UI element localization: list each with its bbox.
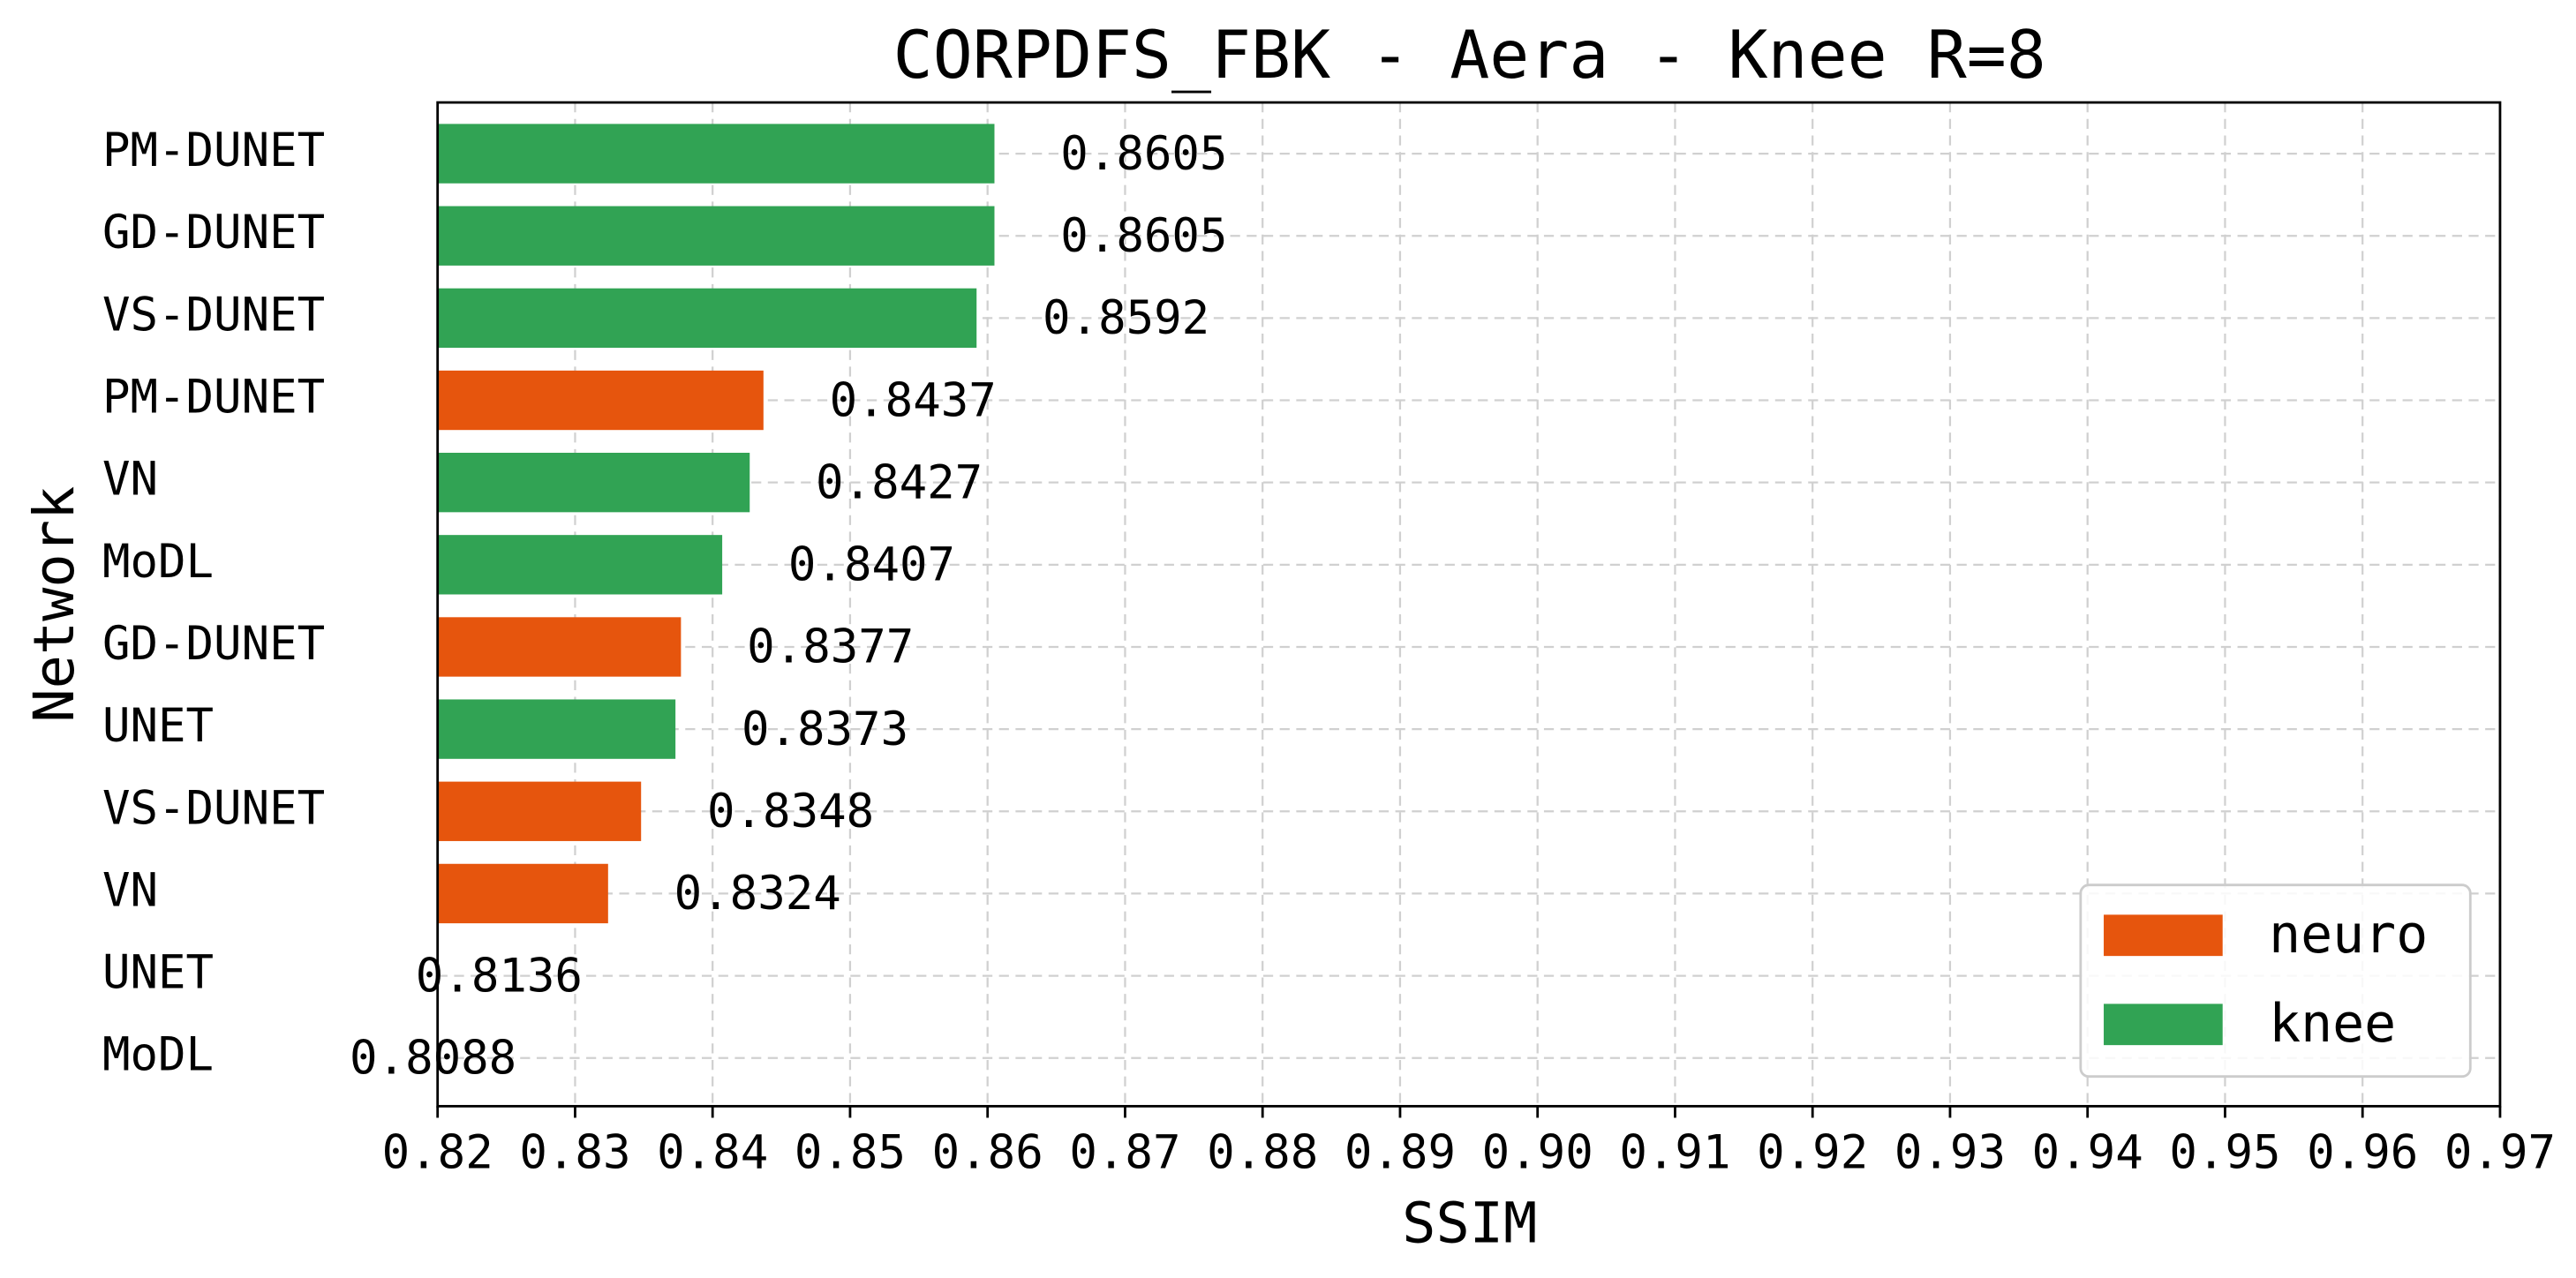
x-tick-label: 0.87 [1069, 1125, 1180, 1179]
value-label: 0.8324 [674, 867, 841, 921]
y-tick-label: PM-DUNET [102, 371, 325, 425]
y-axis-label: Network [21, 486, 87, 723]
x-tick-label: 0.83 [519, 1125, 630, 1179]
legend-swatch [2104, 1004, 2223, 1046]
bar [437, 124, 995, 184]
x-tick-label: 0.95 [2169, 1125, 2280, 1179]
value-label: 0.8373 [742, 703, 908, 756]
value-label: 0.8605 [1060, 127, 1227, 181]
value-label: 0.8136 [416, 949, 583, 1003]
legend-label: neuro [2269, 904, 2428, 966]
value-label: 0.8437 [830, 373, 997, 427]
y-tick-label: UNET [102, 699, 214, 753]
x-tick-label: 0.82 [382, 1125, 493, 1179]
bar [437, 535, 723, 595]
bar [437, 370, 764, 431]
x-tick-label: 0.89 [1344, 1125, 1456, 1179]
bar [437, 453, 750, 513]
axes-frame [436, 101, 2502, 1108]
y-tick-label: UNET [102, 946, 214, 1000]
y-tick-label: GD-DUNET [102, 206, 325, 259]
x-tick-label: 0.84 [657, 1125, 768, 1179]
value-label: 0.8407 [788, 538, 955, 592]
x-tick-label: 0.86 [932, 1125, 1043, 1179]
bar [437, 206, 995, 266]
x-tick-label: 0.91 [1619, 1125, 1730, 1179]
legend-swatch [2104, 914, 2223, 957]
x-tick-label: 0.97 [2444, 1125, 2556, 1179]
legend-label: knee [2269, 993, 2396, 1055]
chart-title: CORPDFS_FBK - Aera - Knee R=8 [893, 17, 2046, 94]
value-label: 0.8592 [1043, 291, 1209, 345]
y-tick-label: VS-DUNET [102, 288, 325, 342]
value-label: 0.8348 [707, 785, 874, 838]
x-tick-label: 0.93 [1894, 1125, 2006, 1179]
x-axis-label: SSIM [1402, 1190, 1537, 1255]
value-label: 0.8377 [747, 620, 914, 674]
bar [437, 863, 608, 924]
x-tick-label: 0.96 [2307, 1125, 2418, 1179]
plot-area [437, 124, 995, 924]
y-tick-label: VN [102, 863, 158, 917]
x-tick-label: 0.90 [1482, 1125, 1593, 1179]
y-tick-label: VS-DUNET [102, 781, 325, 835]
y-tick-label: VN [102, 453, 158, 507]
bar [437, 288, 977, 349]
x-tick-label: 0.85 [795, 1125, 906, 1179]
x-tick-label: 0.88 [1207, 1125, 1318, 1179]
y-tick-label: MoDL [102, 535, 214, 589]
y-tick-label: PM-DUNET [102, 124, 325, 177]
y-tick-label: MoDL [102, 1028, 214, 1082]
value-label: 0.8427 [816, 455, 983, 509]
x-tick-label: 0.94 [2032, 1125, 2143, 1179]
value-label: 0.8605 [1060, 209, 1227, 263]
x-tick-label: 0.92 [1757, 1125, 1868, 1179]
y-tick-label: GD-DUNET [102, 617, 325, 671]
bar [437, 699, 676, 759]
value-label: 0.8088 [350, 1031, 516, 1085]
bar [437, 781, 642, 841]
bar [437, 617, 682, 677]
